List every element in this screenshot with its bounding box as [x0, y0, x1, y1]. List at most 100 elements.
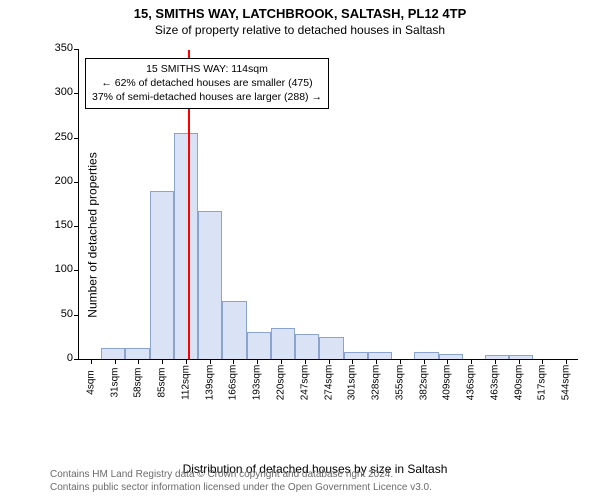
bar [125, 348, 149, 359]
x-tick: 517sqm [531, 359, 555, 399]
title-main: 15, SMITHS WAY, LATCHBROOK, SALTASH, PL1… [0, 6, 600, 21]
x-tick-mark [91, 359, 92, 364]
y-tick-mark [74, 49, 79, 50]
x-tick-mark [138, 359, 139, 364]
bar [198, 211, 222, 359]
x-ticks: 4sqm 31sqm 58sqm 85sqm 112sqm 139sqm 166sqm 193… [79, 359, 578, 399]
x-tick-mark [447, 359, 448, 364]
x-tick-mark [329, 359, 330, 364]
bar [271, 328, 295, 359]
x-tick-mark [400, 359, 401, 364]
y-tick-mark [74, 138, 79, 139]
bar [295, 334, 319, 359]
bar [414, 352, 438, 359]
x-tick-label: 355sqm [394, 365, 405, 401]
x-tick: 274sqm [317, 359, 341, 399]
x-tick-mark [519, 359, 520, 364]
x-tick-label: 220sqm [276, 365, 287, 401]
x-tick-mark [376, 359, 377, 364]
x-tick-label: 490sqm [513, 365, 524, 401]
x-tick: 355sqm [388, 359, 412, 399]
x-tick-label: 409sqm [442, 365, 453, 401]
bar [247, 332, 271, 359]
x-tick-label: 517sqm [537, 365, 548, 401]
info-line-2: ← 62% of detached houses are smaller (47… [92, 76, 322, 90]
x-tick-label: 328sqm [371, 365, 382, 401]
x-tick-label: 31sqm [109, 367, 120, 397]
x-tick-mark [233, 359, 234, 364]
x-tick-label: 112sqm [180, 365, 191, 400]
x-tick-mark [495, 359, 496, 364]
bar [222, 301, 246, 359]
chart-titles: 15, SMITHS WAY, LATCHBROOK, SALTASH, PL1… [0, 0, 600, 37]
bar [101, 348, 125, 359]
x-tick: 463sqm [483, 359, 507, 399]
title-sub: Size of property relative to detached ho… [0, 23, 600, 37]
x-tick-label: 58sqm [133, 367, 144, 397]
y-tick-label: 150 [47, 219, 73, 231]
x-tick: 58sqm [127, 359, 151, 399]
x-tick-mark [471, 359, 472, 364]
bar [368, 352, 392, 359]
x-tick-label: 166sqm [228, 365, 239, 401]
x-tick-mark [210, 359, 211, 364]
bar [319, 337, 343, 359]
x-tick-mark [186, 359, 187, 364]
x-tick: 166sqm [222, 359, 246, 399]
x-tick: 382sqm [412, 359, 436, 399]
info-line-1: 15 SMITHS WAY: 114sqm [92, 62, 322, 76]
x-tick-label: 4sqm [85, 370, 96, 394]
x-tick-mark [162, 359, 163, 364]
x-tick: 112sqm [174, 359, 198, 399]
y-tick-mark [74, 93, 79, 94]
x-tick-mark [352, 359, 353, 364]
footer-attribution: Contains HM Land Registry data © Crown c… [50, 469, 432, 494]
x-tick-label: 247sqm [299, 365, 310, 401]
bar [150, 191, 174, 359]
x-tick-mark [566, 359, 567, 364]
x-tick-mark [424, 359, 425, 364]
x-tick: 85sqm [150, 359, 174, 399]
x-tick: 544sqm [554, 359, 578, 399]
x-tick-mark [115, 359, 116, 364]
x-tick: 139sqm [198, 359, 222, 399]
footer-line-2: Contains public sector information licen… [50, 482, 432, 495]
y-tick-label: 250 [47, 131, 73, 143]
y-tick-mark [74, 359, 79, 360]
x-tick-label: 193sqm [252, 365, 263, 401]
x-tick: 409sqm [435, 359, 459, 399]
x-tick-label: 463sqm [489, 365, 500, 401]
y-tick-label: 0 [47, 352, 73, 364]
x-tick-mark [257, 359, 258, 364]
y-tick-mark [74, 182, 79, 183]
y-tick-label: 300 [47, 86, 73, 98]
x-tick: 301sqm [340, 359, 364, 399]
y-tick-label: 200 [47, 175, 73, 187]
x-tick: 220sqm [269, 359, 293, 399]
footer-line-1: Contains HM Land Registry data © Crown c… [50, 469, 432, 482]
y-tick-label: 50 [47, 308, 73, 320]
info-line-3: 37% of semi-detached houses are larger (… [92, 90, 322, 104]
y-tick-label: 100 [47, 263, 73, 275]
x-tick: 436sqm [459, 359, 483, 399]
x-tick-label: 436sqm [466, 365, 477, 401]
info-box: 15 SMITHS WAY: 114sqm ← 62% of detached … [85, 58, 329, 109]
x-tick: 4sqm [79, 359, 103, 399]
x-tick-mark [281, 359, 282, 364]
x-tick-label: 301sqm [347, 365, 358, 401]
x-tick-mark [542, 359, 543, 364]
y-tick-mark [74, 226, 79, 227]
y-tick-mark [74, 315, 79, 316]
y-tick-mark [74, 270, 79, 271]
x-tick-label: 139sqm [204, 365, 215, 401]
x-tick: 247sqm [293, 359, 317, 399]
x-tick: 31sqm [103, 359, 127, 399]
x-tick: 490sqm [507, 359, 531, 399]
x-tick: 193sqm [245, 359, 269, 399]
x-tick-label: 544sqm [561, 365, 572, 401]
x-tick: 328sqm [364, 359, 388, 399]
bar [344, 352, 368, 359]
y-tick-label: 350 [47, 42, 73, 54]
x-tick-mark [305, 359, 306, 364]
bar [174, 133, 198, 359]
